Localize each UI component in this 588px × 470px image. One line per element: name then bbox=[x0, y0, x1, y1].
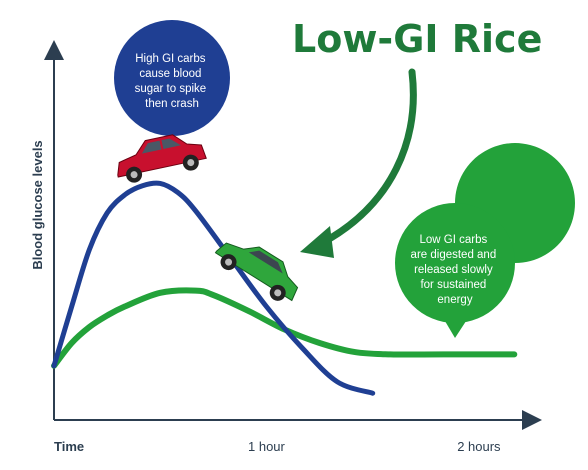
low-gi-text-line: Low GI carbs bbox=[420, 234, 488, 246]
high-gi-text-line: High GI carbs bbox=[135, 53, 206, 65]
curved-arrow-icon bbox=[300, 68, 417, 258]
high-gi-callout-text: High GI carbs cause blood sugar to spike… bbox=[135, 53, 210, 110]
x-tick-label: 2 hours bbox=[457, 439, 501, 454]
red-car-icon bbox=[117, 134, 207, 183]
chart-title: Low-GI Rice bbox=[292, 17, 542, 61]
low-gi-text-line: energy bbox=[437, 294, 472, 306]
high-gi-series-line bbox=[51, 180, 376, 396]
x-tick-label: 1 hour bbox=[248, 439, 286, 454]
high-gi-text-line: then crash bbox=[145, 98, 199, 110]
low-gi-callout: Low GI carbs are digested and released s… bbox=[395, 143, 575, 338]
y-axis-label: Blood glucose levels bbox=[30, 140, 45, 269]
low-gi-series-line bbox=[51, 287, 518, 369]
high-gi-bubble bbox=[114, 20, 230, 136]
x-tick-labels: Time 1 hour 2 hours bbox=[54, 439, 501, 454]
low-gi-text-line: for sustained bbox=[420, 279, 486, 291]
high-gi-text-line: cause blood bbox=[139, 68, 201, 80]
low-gi-text-line: are digested and bbox=[411, 249, 497, 261]
high-gi-text-line: sugar to spike bbox=[135, 83, 207, 95]
high-gi-callout: High GI carbs cause blood sugar to spike… bbox=[114, 20, 230, 136]
low-gi-callout-text: Low GI carbs are digested and released s… bbox=[411, 234, 500, 306]
x-tick-label: Time bbox=[54, 439, 84, 454]
series-layer bbox=[51, 180, 518, 396]
green-car-icon bbox=[214, 242, 299, 302]
low-gi-text-line: released slowly bbox=[414, 264, 493, 276]
